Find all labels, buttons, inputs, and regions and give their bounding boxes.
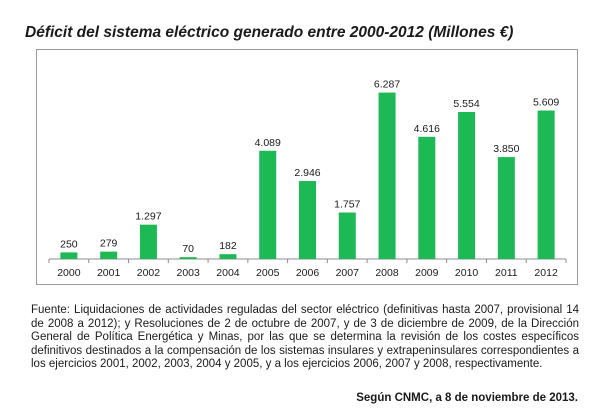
data-label-2002: 1.297 (135, 211, 161, 223)
x-tick-label-2000: 2000 (57, 267, 81, 279)
bar-2005 (259, 150, 277, 259)
x-tick-label-2007: 2007 (336, 267, 360, 279)
x-tick-label-2005: 2005 (256, 267, 280, 279)
bar-2003 (179, 257, 197, 259)
x-tick-label-2008: 2008 (375, 267, 399, 279)
data-label-2007: 1.757 (334, 198, 360, 210)
data-label-2001: 279 (100, 238, 118, 250)
data-label-2011: 3.850 (493, 143, 519, 155)
bar-2004 (219, 254, 237, 259)
bar-2011 (497, 157, 515, 259)
bar-2006 (299, 181, 316, 259)
x-tick-label-2004: 2004 (216, 267, 240, 279)
x-tick-label-2002: 2002 (137, 267, 161, 279)
x-tick-label-2012: 2012 (534, 267, 558, 279)
bar-2001 (100, 251, 118, 259)
chart-frame (36, 49, 578, 285)
bar-2000 (60, 252, 78, 259)
bar-2002 (139, 224, 157, 259)
footer-note: Según CNMC, a 8 de noviembre de 2013. (356, 392, 578, 404)
data-label-2008: 6.287 (374, 79, 400, 91)
x-tick-label-2011: 2011 (495, 267, 518, 279)
data-label-2005: 4.089 (255, 137, 281, 149)
bar-2010 (458, 111, 476, 259)
x-tick-label-2001: 2001 (97, 267, 121, 279)
source-note: Fuente: Liquidaciones de actividades reg… (31, 304, 579, 371)
data-label-2009: 4.616 (414, 123, 440, 135)
x-tick-label-2003: 2003 (177, 267, 201, 279)
bar-2008 (378, 92, 396, 259)
data-label-2012: 5.609 (533, 97, 559, 109)
chart-title: Déficit del sistema eléctrico generado e… (25, 24, 514, 41)
data-label-2006: 2.946 (294, 167, 320, 179)
x-tick-label-2010: 2010 (455, 267, 479, 279)
data-label-2000: 250 (60, 238, 78, 250)
data-label-2010: 5.554 (453, 98, 479, 110)
x-tick-label-2009: 2009 (415, 267, 439, 279)
bar-2009 (418, 136, 436, 259)
x-tick-label-2006: 2006 (296, 267, 320, 279)
data-label-2004: 182 (219, 240, 237, 252)
bar-2012 (537, 110, 555, 259)
data-label-2003: 70 (182, 243, 194, 255)
bar-chart: 250 2000 279 2001 1.297 2002 70 2003 182 2004 4.08… (48, 79, 567, 279)
bar-2007 (338, 212, 356, 259)
